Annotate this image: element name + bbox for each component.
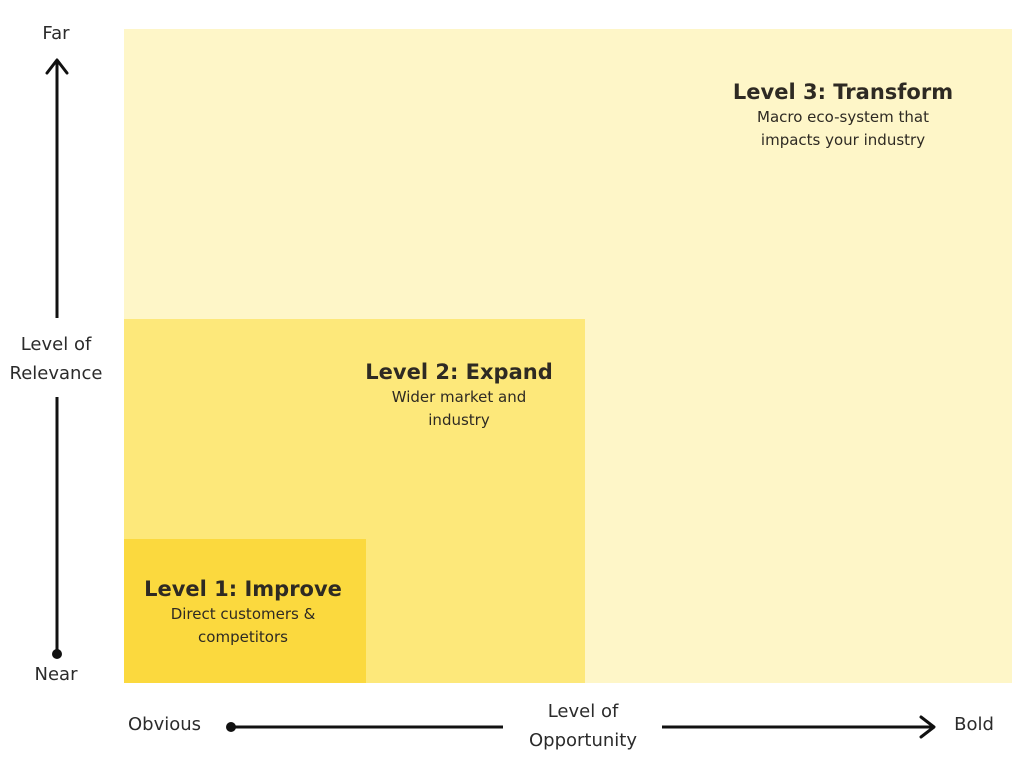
- level-2-title: Level 2: Expand: [365, 360, 553, 384]
- level-3-desc-line2: impacts your industry: [760, 131, 926, 149]
- level-1-region: [124, 539, 366, 683]
- level-1-description: Direct customers & competitors: [132, 603, 354, 649]
- y-axis-bottom-label: Near: [34, 664, 78, 685]
- x-axis-title: Level of Opportunity: [508, 697, 658, 755]
- level-3-title: Level 3: Transform: [732, 80, 954, 104]
- level-2-desc-line1: Wider market and: [391, 388, 527, 406]
- y-axis-origin-dot-icon: [52, 649, 62, 659]
- x-axis-title-line1: Level of: [547, 701, 619, 722]
- level-2-description: Wider market and industry: [344, 386, 574, 432]
- level-2-desc-line2: industry: [428, 411, 490, 429]
- level-1-label: Level 1: Improve Direct customers & comp…: [132, 577, 354, 649]
- x-axis-origin-dot-icon: [226, 722, 236, 732]
- level-2-label: Level 2: Expand Wider market and industr…: [344, 360, 574, 432]
- y-axis-top-label: Far: [42, 23, 70, 44]
- level-1-title: Level 1: Improve: [144, 577, 342, 601]
- level-3-label: Level 3: Transform Macro eco-system that…: [722, 80, 964, 152]
- x-axis-left-label: Obvious: [128, 714, 202, 735]
- y-axis-title-line1: Level of: [20, 334, 92, 355]
- y-axis-title: Level of Relevance: [0, 330, 112, 388]
- y-axis-arrowhead-icon: [45, 58, 69, 75]
- level-3-desc-line1: Macro eco-system that: [757, 108, 929, 126]
- level-1-desc-line1: Direct customers &: [170, 605, 316, 623]
- level-3-description: Macro eco-system that impacts your indus…: [722, 106, 964, 152]
- level-1-desc-line2: competitors: [198, 628, 288, 646]
- x-axis-arrowhead-icon: [919, 715, 936, 739]
- x-axis-title-line2: Opportunity: [528, 730, 638, 751]
- x-axis-right-label: Bold: [954, 714, 994, 735]
- y-axis-title-line2: Relevance: [9, 363, 103, 384]
